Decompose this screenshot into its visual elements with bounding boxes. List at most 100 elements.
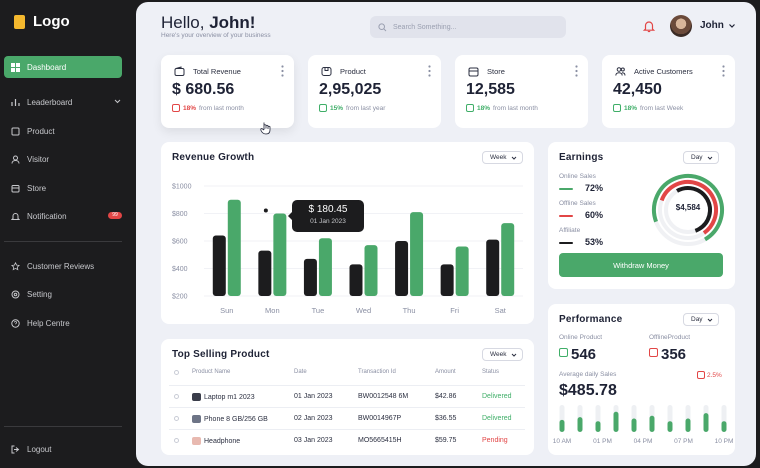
period-dropdown[interactable]: Day xyxy=(683,313,719,326)
arrow-up-icon xyxy=(319,104,327,112)
sidebar-item-product[interactable]: Product xyxy=(4,120,122,142)
perf-bar[interactable] xyxy=(613,411,619,432)
bar-chart-icon xyxy=(11,98,20,107)
status-badge: Pending xyxy=(482,437,508,444)
table-row[interactable]: Laptop m1 2023 01 Jan 2023 BW0012548 6M … xyxy=(169,385,525,407)
dropdown-value: Week xyxy=(490,351,507,358)
chart-bar[interactable] xyxy=(501,223,515,296)
chart-bar[interactable] xyxy=(455,246,469,297)
sidebar-item-store[interactable]: Store xyxy=(4,177,122,199)
perf-bar[interactable] xyxy=(649,415,655,432)
sidebar: Logo Dashboard Leaderboard Product Visit… xyxy=(0,0,134,468)
online-product-label: Online Product xyxy=(559,334,602,341)
store-icon xyxy=(11,184,20,193)
chart-bar[interactable] xyxy=(258,250,272,296)
chart-bar[interactable] xyxy=(349,264,363,296)
chart-bar[interactable] xyxy=(486,239,500,296)
avg-sales-label: Average daily Sales xyxy=(559,371,617,378)
stat-change: 18% from last month xyxy=(466,104,538,112)
stat-change-percent: 18% xyxy=(624,104,638,112)
transaction-id-cell: MO5665415H xyxy=(358,437,402,444)
chart-bar[interactable] xyxy=(318,238,332,296)
row-radio[interactable] xyxy=(174,438,179,443)
perf-bar[interactable] xyxy=(631,418,637,433)
period-dropdown[interactable]: Week xyxy=(482,151,523,164)
perf-bar[interactable] xyxy=(577,417,583,432)
product-name: Headphone xyxy=(204,437,241,445)
online-arc xyxy=(652,174,724,246)
perf-bar[interactable] xyxy=(559,419,565,432)
sidebar-item-setting[interactable]: Setting xyxy=(4,283,122,305)
product-name: Phone 8 GB/256 GB xyxy=(204,415,268,423)
perf-bar[interactable] xyxy=(685,418,691,433)
sidebar-item-label: Visitor xyxy=(27,154,50,164)
withdraw-money-button[interactable]: Withdraw Money xyxy=(559,253,723,277)
row-radio[interactable] xyxy=(174,416,179,421)
x-tick-label: 07 PM xyxy=(674,438,693,445)
row-radio[interactable] xyxy=(174,394,179,399)
x-tick-label: Tue xyxy=(312,306,325,315)
user-name[interactable]: John xyxy=(700,20,724,31)
chart-bar[interactable] xyxy=(364,245,378,296)
search-icon xyxy=(378,22,387,31)
status-badge: Delivered xyxy=(482,415,512,422)
offline-product-value: 356 xyxy=(661,346,687,363)
chart-bar[interactable] xyxy=(227,199,241,296)
stat-card-store[interactable]: Store 12,585 18% from last month xyxy=(455,55,588,128)
main-panel: Hello, John! Here's your overview of you… xyxy=(136,2,756,466)
perf-bar[interactable] xyxy=(595,421,601,432)
more-icon[interactable] xyxy=(281,65,284,77)
logo[interactable]: Logo xyxy=(14,13,70,30)
headphone-icon xyxy=(192,437,201,445)
legend-value: 60% xyxy=(585,210,604,220)
stat-title: Total Revenue xyxy=(193,67,241,76)
avg-sales-value: $485.78 xyxy=(559,382,617,399)
perf-bar[interactable] xyxy=(667,421,673,432)
chart-bar[interactable] xyxy=(212,235,226,297)
table-row[interactable]: Headphone 03 Jan 2023 MO5665415H $59.75 … xyxy=(169,429,525,451)
amount-cell: $36.55 xyxy=(435,415,457,422)
transaction-id-cell: BW0014967P xyxy=(358,415,402,422)
perf-bar[interactable] xyxy=(703,413,709,432)
stat-value: 12,585 xyxy=(466,81,515,98)
legend-label: Affiliate xyxy=(559,227,581,234)
chart-bar[interactable] xyxy=(410,212,424,296)
grid-icon xyxy=(11,62,20,72)
period-dropdown[interactable]: Week xyxy=(482,348,523,361)
sidebar-item-help-centre[interactable]: Help Centre xyxy=(4,312,122,334)
column-header: Status xyxy=(482,369,500,375)
stat-value: $ 680.56 xyxy=(172,81,235,98)
select-all-radio[interactable] xyxy=(174,370,179,375)
table-row[interactable]: Phone 8 GB/256 GB 02 Jan 2023 BW0014967P… xyxy=(169,407,525,429)
stat-change: 18% from last Week xyxy=(613,104,683,112)
revenue-chart: $1000 $800 $600 $400 $200 Sun Mon Tue Wed Thu Fri S… xyxy=(172,184,523,315)
sidebar-item-label: Leaderboard xyxy=(27,97,73,107)
sidebar-item-visitor[interactable]: Visitor xyxy=(4,148,122,170)
sidebar-item-label: Setting xyxy=(27,289,52,299)
logout-icon xyxy=(11,445,20,454)
chart-tooltip: $ 180.45 01 Jan 2023 xyxy=(288,200,364,232)
avatar[interactable] xyxy=(670,15,692,37)
chevron-down-icon[interactable] xyxy=(728,22,736,30)
chart-bar[interactable] xyxy=(303,258,317,296)
notification-bell-icon[interactable] xyxy=(642,19,656,33)
stat-card-product[interactable]: Product 2,95,025 15% from last year xyxy=(308,55,441,128)
sidebar-item-customer-reviews[interactable]: Customer Reviews xyxy=(4,255,122,277)
more-icon[interactable] xyxy=(575,65,578,77)
chart-bar[interactable] xyxy=(273,213,287,297)
sidebar-item-notification[interactable]: Notification 99 xyxy=(4,205,122,227)
stat-card-total-revenue[interactable]: Total Revenue $ 680.56 18% from last mon… xyxy=(161,55,294,135)
period-dropdown[interactable]: Day xyxy=(683,151,719,164)
perf-bar[interactable] xyxy=(721,421,727,432)
chart-bar[interactable] xyxy=(440,264,454,296)
sidebar-item-logout[interactable]: Logout xyxy=(4,438,122,460)
hand-cursor-icon xyxy=(260,122,271,135)
stat-card-active-customers[interactable]: Active Customers 42,450 18% from last We… xyxy=(602,55,735,128)
more-icon[interactable] xyxy=(428,65,431,77)
search-input[interactable]: Search Something... xyxy=(370,16,566,38)
sidebar-item-dashboard[interactable]: Dashboard xyxy=(4,56,122,78)
more-icon[interactable] xyxy=(722,65,725,77)
help-icon xyxy=(11,318,20,328)
sidebar-item-leaderboard[interactable]: Leaderboard xyxy=(4,91,122,113)
chart-bar[interactable] xyxy=(395,241,409,296)
